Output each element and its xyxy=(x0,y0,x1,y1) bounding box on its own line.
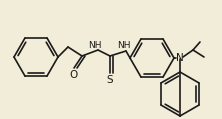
Text: NH: NH xyxy=(117,42,131,50)
Text: S: S xyxy=(107,75,113,85)
Text: N: N xyxy=(176,53,184,63)
Text: NH: NH xyxy=(88,42,102,50)
Text: O: O xyxy=(69,70,77,80)
